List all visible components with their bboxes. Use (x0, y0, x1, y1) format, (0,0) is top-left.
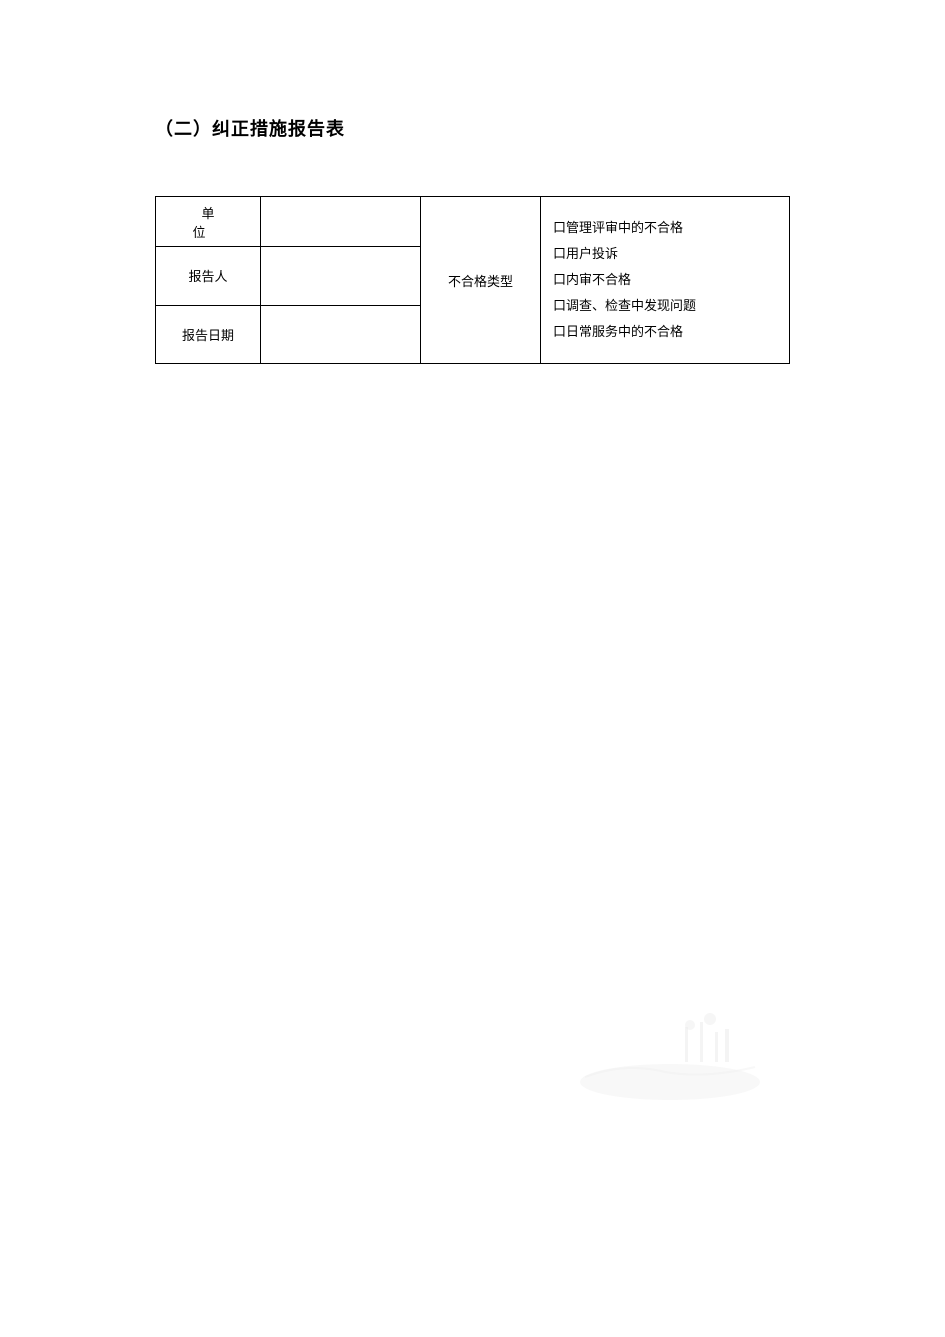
label-date: 报告日期 (156, 305, 261, 363)
type-option: 口管理评审中的不合格 (553, 215, 777, 241)
page-title: （二）纠正措施报告表 (155, 115, 790, 141)
value-date (261, 305, 421, 363)
value-reporter (261, 247, 421, 305)
label-reporter: 报告人 (156, 247, 261, 305)
type-option: 口用户投诉 (553, 241, 777, 267)
type-option: 口调查、检查中发现问题 (553, 293, 777, 319)
type-option: 口内审不合格 (553, 267, 777, 293)
decoration-image (565, 1007, 775, 1107)
page-container: （二）纠正措施报告表 单 位 不合格类型 口管理评审中的不合格 口用户投诉 口内… (0, 0, 945, 364)
type-options: 口管理评审中的不合格 口用户投诉 口内审不合格 口调查、检查中发现问题 口日常服… (541, 197, 790, 364)
value-unit (261, 197, 421, 247)
form-table: 单 位 不合格类型 口管理评审中的不合格 口用户投诉 口内审不合格 口调查、检查… (155, 196, 790, 364)
label-unit: 单 位 (156, 197, 261, 247)
table-row: 单 位 不合格类型 口管理评审中的不合格 口用户投诉 口内审不合格 口调查、检查… (156, 197, 790, 247)
type-option: 口日常服务中的不合格 (553, 319, 777, 345)
label-type: 不合格类型 (421, 197, 541, 364)
